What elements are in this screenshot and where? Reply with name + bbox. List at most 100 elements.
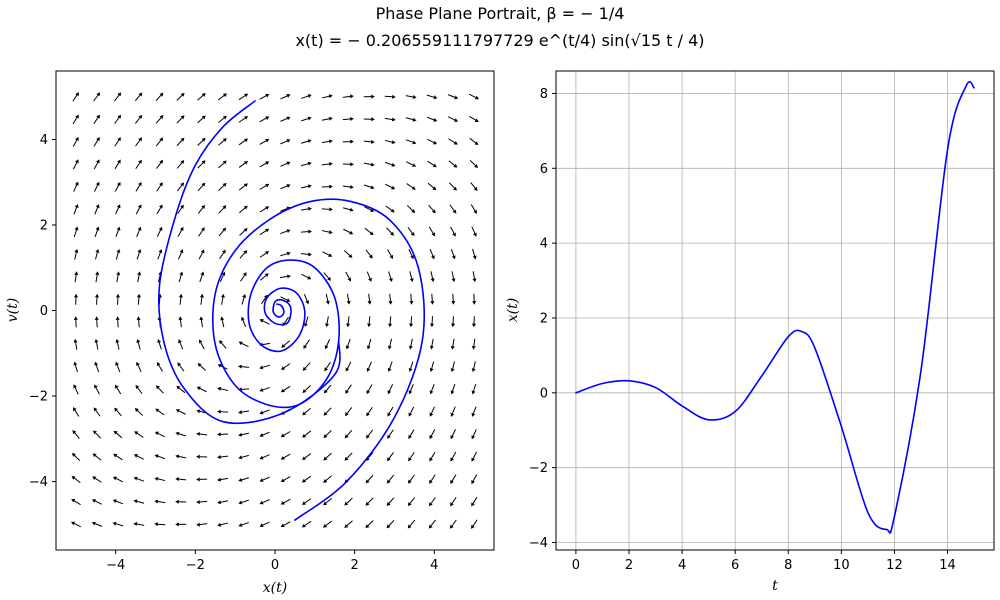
direction-arrow bbox=[387, 429, 394, 439]
direction-arrow bbox=[71, 452, 81, 461]
x-tick-label: −2 bbox=[186, 558, 205, 573]
direction-arrow bbox=[91, 499, 103, 505]
direction-arrow bbox=[471, 383, 477, 395]
direction-arrow bbox=[426, 116, 438, 122]
direction-arrow bbox=[239, 227, 248, 236]
direction-arrow bbox=[259, 521, 270, 527]
direction-arrow bbox=[114, 407, 122, 417]
direction-arrow bbox=[321, 184, 333, 189]
direction-arrow bbox=[450, 338, 455, 350]
direction-arrow bbox=[366, 271, 372, 282]
direction-arrow bbox=[280, 229, 291, 235]
time-series-panel: 0 2 4 6 8 10 12 14 −4 −2 0 2 4 6 8 t x(t) bbox=[505, 70, 995, 594]
direction-arrow bbox=[154, 499, 166, 504]
direction-arrow bbox=[259, 454, 270, 460]
direction-arrow bbox=[321, 94, 333, 99]
direction-arrow bbox=[427, 160, 437, 168]
direction-arrow bbox=[74, 293, 79, 305]
direction-arrow bbox=[73, 407, 80, 417]
direction-arrow bbox=[344, 429, 353, 439]
direction-arrow bbox=[364, 227, 374, 236]
direction-arrow bbox=[259, 138, 270, 145]
direction-arrow bbox=[471, 406, 477, 417]
direction-arrow bbox=[259, 476, 270, 482]
direction-arrow bbox=[156, 159, 164, 169]
direction-arrow bbox=[217, 432, 229, 437]
direction-arrow bbox=[94, 316, 99, 328]
direction-arrow bbox=[113, 453, 123, 461]
direction-arrow bbox=[447, 116, 459, 122]
direction-arrow bbox=[345, 384, 352, 394]
direction-arrow bbox=[73, 226, 79, 238]
direction-arrow bbox=[217, 115, 227, 123]
direction-arrow bbox=[429, 338, 434, 350]
direction-arrow bbox=[199, 316, 204, 328]
direction-arrow bbox=[197, 115, 206, 124]
direction-arrow bbox=[363, 94, 375, 99]
direction-arrow bbox=[135, 137, 143, 147]
direction-arrow bbox=[156, 226, 163, 237]
direction-arrow bbox=[94, 338, 99, 350]
direction-arrow bbox=[303, 293, 309, 305]
x-tick-label: −4 bbox=[106, 558, 125, 573]
direction-arrow bbox=[303, 339, 310, 349]
direction-arrow bbox=[72, 114, 79, 125]
direction-arrow bbox=[218, 138, 227, 146]
direction-arrow bbox=[342, 117, 354, 121]
direction-arrow bbox=[93, 407, 101, 417]
direction-arrow bbox=[472, 271, 477, 283]
direction-arrow bbox=[409, 293, 414, 305]
direction-arrow bbox=[450, 406, 456, 417]
direction-arrow bbox=[136, 226, 142, 237]
direction-arrow bbox=[325, 316, 330, 328]
direction-arrow bbox=[280, 385, 291, 393]
direction-arrow bbox=[259, 161, 270, 168]
direction-arrow bbox=[114, 92, 122, 102]
direction-arrow bbox=[408, 451, 415, 462]
x-tick-label: 6 bbox=[731, 558, 739, 573]
direction-arrow bbox=[448, 182, 457, 191]
direction-arrow bbox=[451, 293, 456, 305]
direction-arrow bbox=[91, 521, 103, 527]
direction-arrow bbox=[363, 184, 375, 190]
direction-arrow bbox=[387, 249, 394, 259]
y-tick-label: −2 bbox=[29, 390, 48, 405]
direction-arrow bbox=[217, 477, 229, 482]
direction-arrow bbox=[238, 432, 250, 437]
direction-arrow bbox=[115, 204, 121, 215]
time-series-grid bbox=[556, 71, 994, 550]
direction-arrow bbox=[259, 206, 270, 213]
direction-arrow bbox=[321, 139, 333, 144]
time-x-axis-label: t bbox=[772, 578, 778, 594]
direction-arrow bbox=[280, 184, 291, 190]
direction-arrow bbox=[388, 271, 393, 282]
direction-arrow bbox=[239, 250, 248, 259]
direction-arrow bbox=[408, 361, 414, 373]
direction-arrow bbox=[429, 383, 435, 395]
direction-arrow bbox=[472, 248, 477, 260]
direction-arrow bbox=[429, 361, 435, 373]
direction-arrow bbox=[136, 361, 142, 372]
direction-arrow bbox=[176, 182, 185, 192]
direction-arrow bbox=[301, 116, 312, 122]
direction-arrow bbox=[217, 522, 229, 527]
direction-arrow bbox=[197, 160, 206, 169]
direction-arrow bbox=[280, 521, 291, 528]
direction-arrow bbox=[238, 160, 249, 168]
direction-arrow bbox=[429, 248, 435, 260]
direction-arrow bbox=[406, 161, 417, 167]
direction-arrow bbox=[323, 272, 331, 281]
direction-arrow bbox=[217, 455, 229, 460]
x-tick-label: 2 bbox=[625, 558, 633, 573]
direction-arrow bbox=[345, 271, 352, 282]
direction-arrow bbox=[471, 316, 476, 328]
direction-arrow bbox=[407, 474, 415, 484]
direction-arrow bbox=[238, 454, 250, 460]
direction-arrow bbox=[175, 431, 187, 437]
direction-arrow bbox=[219, 271, 226, 282]
direction-arrow bbox=[217, 386, 229, 391]
direction-arrow bbox=[365, 249, 373, 259]
direction-arrow bbox=[345, 338, 351, 350]
direction-arrow bbox=[388, 316, 393, 328]
direction-arrow bbox=[217, 500, 229, 505]
